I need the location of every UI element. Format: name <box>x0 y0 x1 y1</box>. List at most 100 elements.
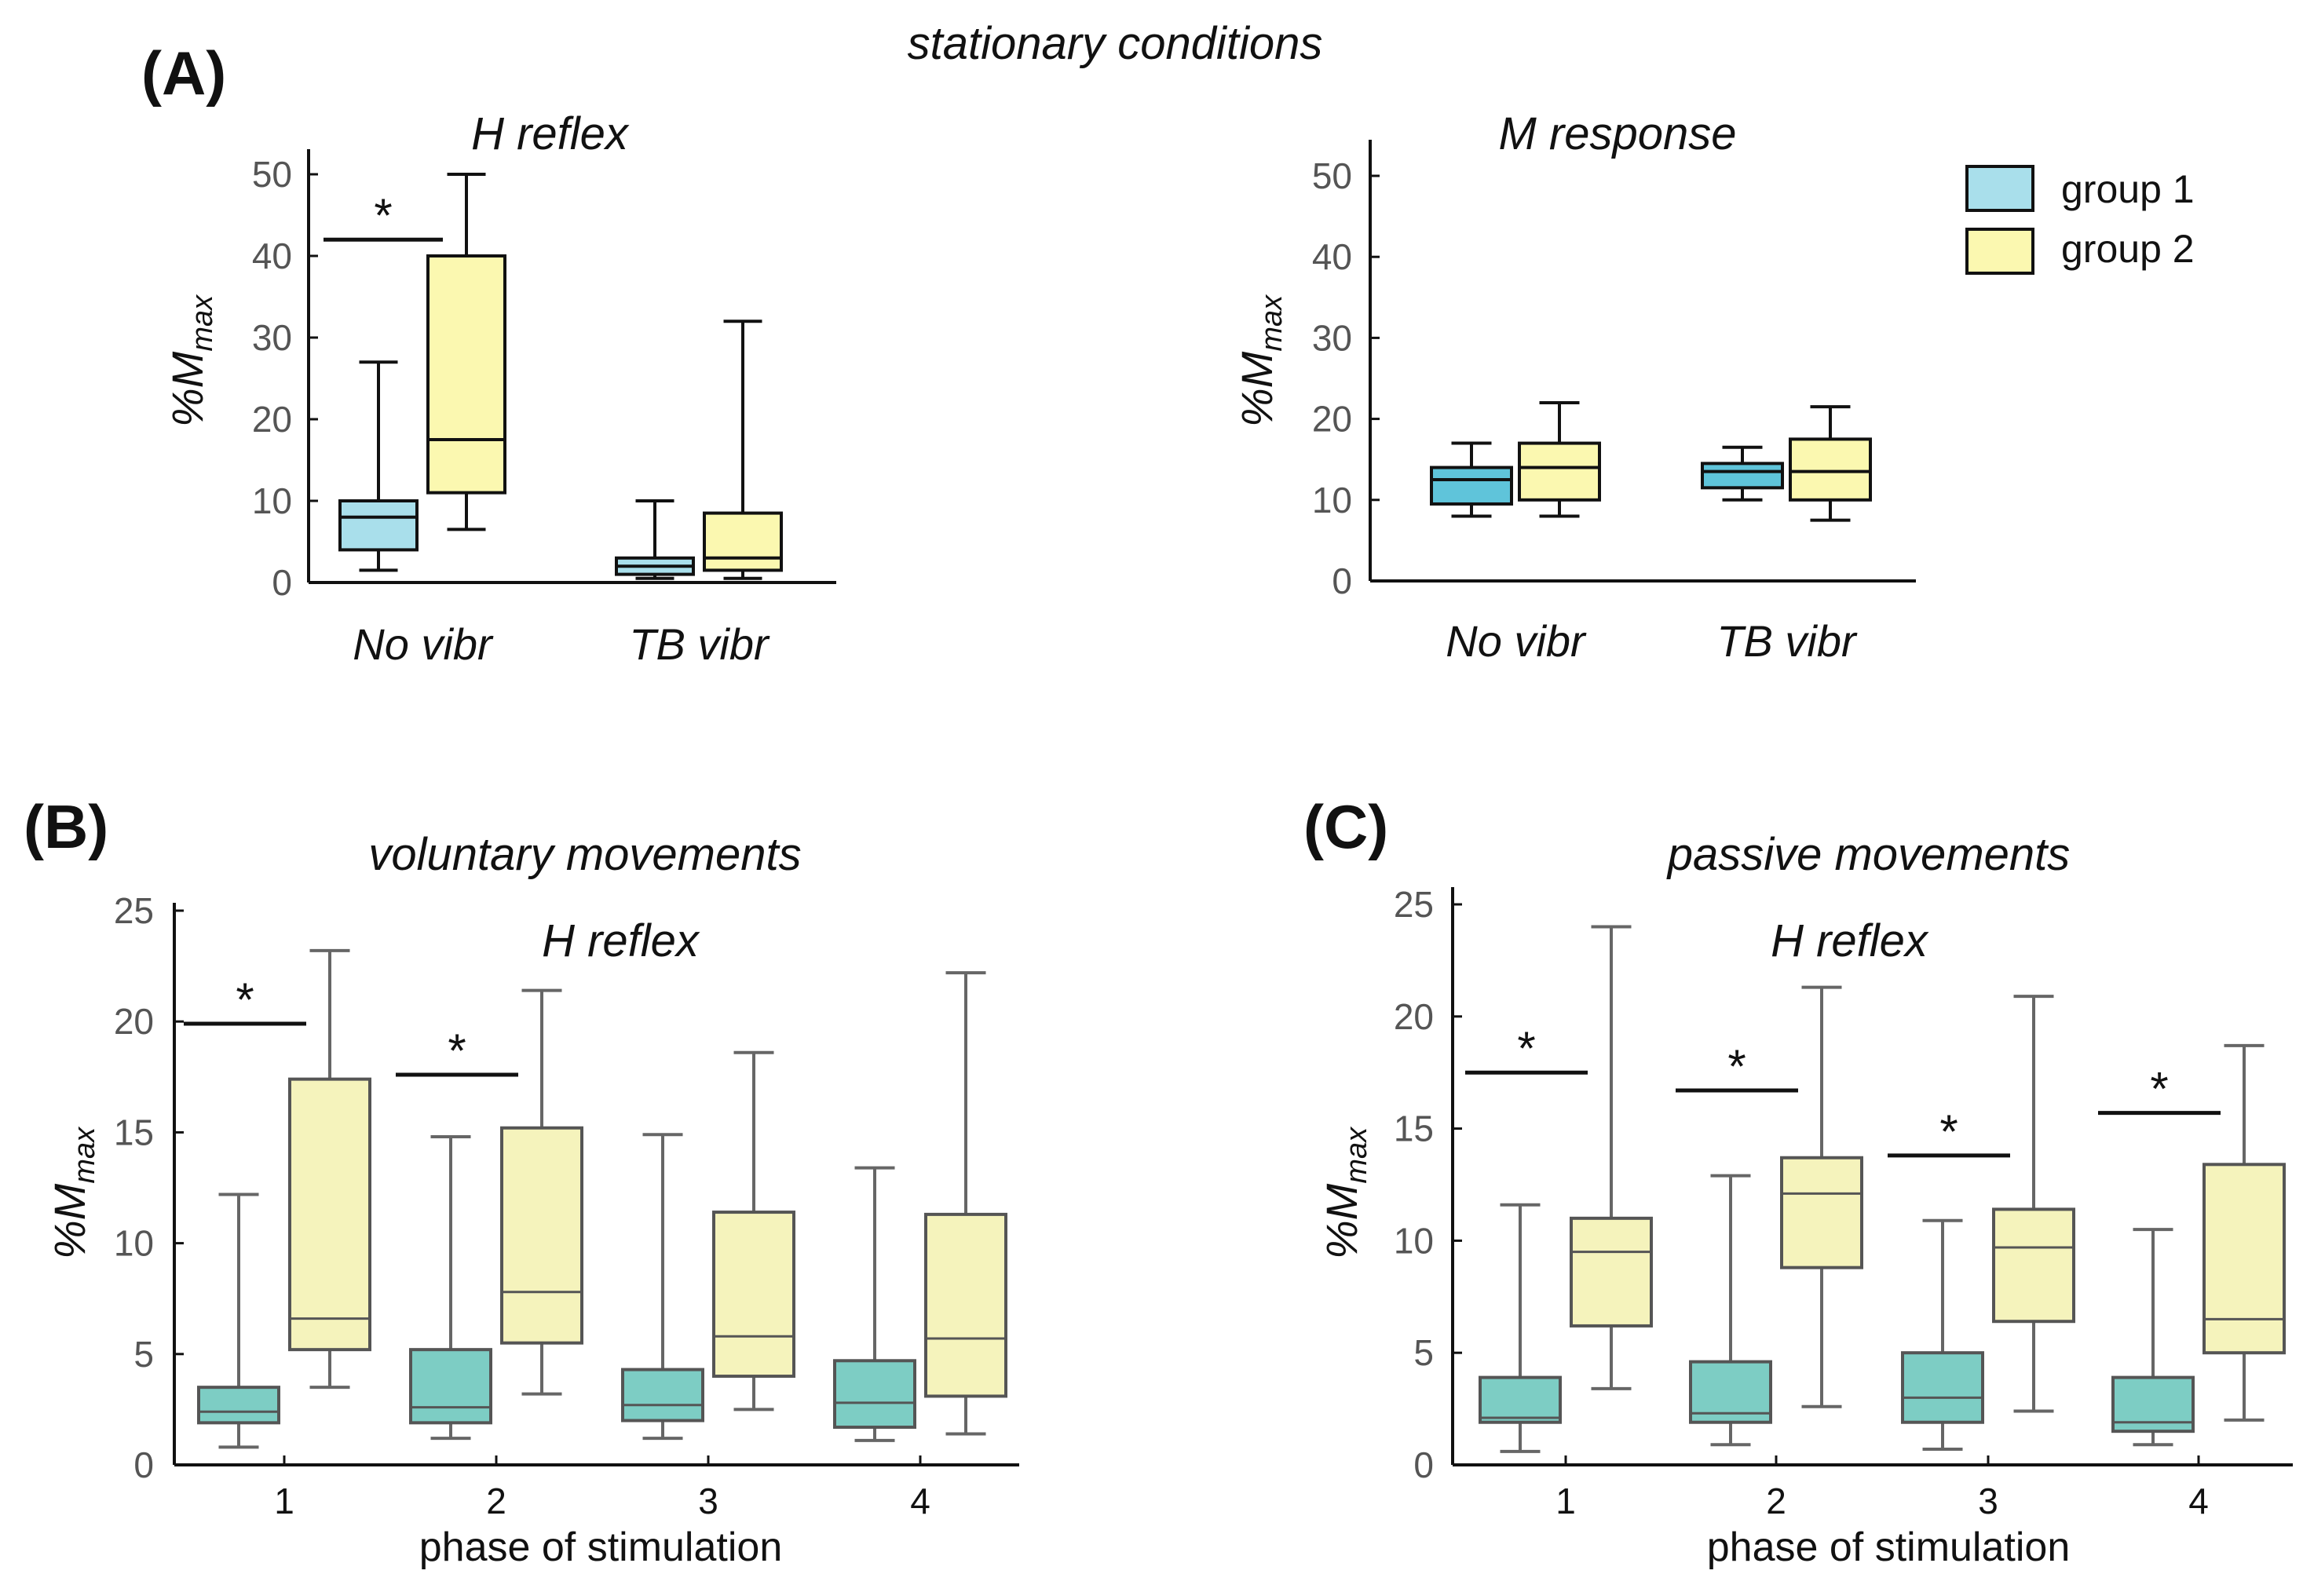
panel-c-title: passive movements <box>1666 829 2071 880</box>
ylabel-sub: max <box>186 294 219 352</box>
box-1-2 <box>409 1348 492 1425</box>
panel-a-label: (A) <box>141 38 226 108</box>
svg-text:%Mmax: %Mmax <box>1232 294 1289 427</box>
panel-a-title: H reflex <box>471 108 630 159</box>
panel-b-title: voluntary movements <box>368 829 801 880</box>
x-tick-label: 2 <box>486 1481 506 1521</box>
y-tick-label: 0 <box>272 562 292 603</box>
y-tick-label: 0 <box>1413 1444 1434 1485</box>
ylabel-main: %M <box>163 351 212 427</box>
y-tick-label: 0 <box>1332 561 1352 601</box>
y-tick-label: 25 <box>1394 884 1434 925</box>
svg-text:%Mmax: %Mmax <box>1317 1126 1373 1259</box>
svg-text:%Mmax: %Mmax <box>45 1126 101 1259</box>
panel-b-plot: 0 5 10 15 20 25 1 2 3 4 * * <box>114 890 1019 1521</box>
x-tick-label: 4 <box>2188 1481 2209 1521</box>
panel-m-title: M response <box>1498 108 1736 159</box>
x-tick-label: 3 <box>1978 1481 1998 1521</box>
ylabel-main: %M <box>45 1183 94 1259</box>
panel-c-subtitle: H reflex <box>1771 915 1929 966</box>
y-tick-label: 15 <box>1394 1108 1434 1149</box>
ylabel-main: %M <box>1317 1183 1366 1259</box>
y-tick-label: 30 <box>252 317 292 358</box>
legend-swatch-group-2 <box>1965 228 2034 275</box>
box-2-4 <box>2203 1163 2286 1355</box>
y-tick-label: 5 <box>1413 1332 1434 1373</box>
box-1-1 <box>197 1386 280 1425</box>
box-1-1 <box>338 499 419 552</box>
y-tick-label: 20 <box>1394 996 1434 1037</box>
panel-m-response: M response %Mmax 0 10 20 30 40 50 No vibr TB vi… <box>1232 108 2195 666</box>
y-tick-label: 50 <box>252 154 292 195</box>
significance-star: * <box>374 189 392 242</box>
box-2-1 <box>426 254 506 495</box>
y-tick-label: 50 <box>1312 155 1352 196</box>
ylabel-main: %M <box>1232 351 1281 427</box>
y-tick-label: 40 <box>1312 236 1352 277</box>
box-1-3 <box>621 1368 704 1423</box>
panel-c-label: (C) <box>1303 792 1388 861</box>
box-2-2 <box>500 1126 583 1345</box>
legend: group 1 group 2 <box>1965 165 2195 275</box>
panel-c-xlabel: phase of stimulation <box>1707 1525 2071 1570</box>
y-tick-label: 0 <box>133 1444 154 1485</box>
y-tick-label: 20 <box>1312 399 1352 440</box>
y-tick-label: 30 <box>1312 317 1352 358</box>
y-tick-label: 15 <box>114 1112 154 1152</box>
panel-m-plot: 0 10 20 30 40 50 No vibr TB vibr <box>1312 140 1916 666</box>
significance-star: * <box>1727 1040 1746 1093</box>
panel-m-ylabel: %Mmax <box>1232 294 1289 427</box>
box-2-3 <box>712 1211 795 1379</box>
y-tick-label: 10 <box>114 1223 154 1264</box>
box-1-2 <box>1701 462 1784 490</box>
box-2-1 <box>288 1077 371 1352</box>
ylabel-sub: max <box>68 1126 101 1184</box>
svg-text:%Mmax: %Mmax <box>163 294 219 427</box>
y-tick-label: 25 <box>114 890 154 931</box>
significance-star: * <box>1517 1022 1535 1075</box>
x-tick-label: 2 <box>1766 1481 1786 1521</box>
legend-swatch-group-1 <box>1965 165 2034 212</box>
box-2-4 <box>924 1212 1007 1398</box>
ylabel-sub: max <box>1256 294 1289 352</box>
panel-b-xlabel: phase of stimulation <box>419 1525 783 1570</box>
box-2-2 <box>703 511 783 572</box>
box-2-2 <box>1789 437 1872 502</box>
significance-star: * <box>236 973 254 1026</box>
box-1-4 <box>833 1359 916 1429</box>
panel-b-ylabel: %Mmax <box>45 1126 101 1259</box>
box-2-1 <box>1570 1216 1653 1328</box>
panel-c-plot: 0 5 10 15 20 25 1 2 3 4 * * * * <box>1394 884 2293 1521</box>
legend-label-group-1: group 1 <box>2061 167 2195 211</box>
box-2-3 <box>1992 1207 2075 1324</box>
legend-label-group-2: group 2 <box>2061 227 2195 271</box>
x-tick-label: 4 <box>910 1481 930 1521</box>
y-tick-label: 20 <box>114 1001 154 1042</box>
figure-title: stationary conditions <box>908 18 1323 69</box>
y-tick-label: 5 <box>133 1334 154 1375</box>
panel-c-ylabel: %Mmax <box>1317 1126 1373 1259</box>
box-2-2 <box>1780 1156 1863 1269</box>
x-tick-label: TB vibr <box>629 619 770 669</box>
y-tick-label: 10 <box>1312 480 1352 520</box>
x-tick-label: No vibr <box>353 619 494 669</box>
box-2-1 <box>1518 441 1601 502</box>
panel-a: (A) H reflex %Mmax 0 10 20 30 40 50 No vibr TB … <box>141 38 836 669</box>
box-1-1 <box>1479 1375 1562 1424</box>
panel-b-subtitle: H reflex <box>542 915 700 966</box>
x-tick-label: 1 <box>274 1481 294 1521</box>
x-tick-label: 3 <box>698 1481 718 1521</box>
ylabel-sub: max <box>1340 1126 1373 1184</box>
significance-star: * <box>2150 1063 2168 1116</box>
significance-star: * <box>448 1024 466 1077</box>
y-tick-label: 40 <box>252 236 292 276</box>
y-tick-label: 10 <box>1394 1220 1434 1261</box>
panel-c: (C) passive movements H reflex %Mmax pha… <box>1303 792 2293 1570</box>
x-tick-label: TB vibr <box>1716 616 1858 666</box>
panel-b-label: (B) <box>24 792 108 861</box>
significance-star: * <box>1939 1105 1958 1158</box>
y-tick-label: 10 <box>252 480 292 521</box>
panel-a-ylabel: %Mmax <box>163 294 219 427</box>
box-1-1 <box>1430 466 1513 506</box>
